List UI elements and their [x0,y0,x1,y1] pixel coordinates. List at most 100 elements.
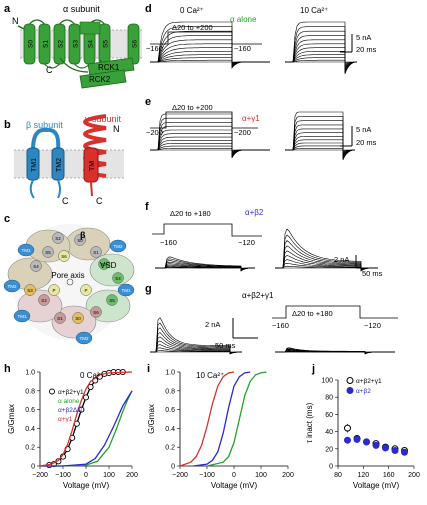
panel-g-traces: α+β2+γ1 Δ20 to +180 −160 −120 2 nA 50 ms [150,291,398,354]
beta-tm1-label: TM1 [31,158,38,172]
e-scale-current: 5 nA [356,125,371,134]
d-scale-current: 5 nA [356,33,371,42]
panel-letter-a: a [4,3,11,15]
j-x-axis-label: Voltage (mV) [353,481,400,490]
j-y-tick-label: 20 [325,446,333,453]
h-y-tick-label: 0.8 [25,388,35,395]
i-y-axis-label: G/Gmax [147,404,156,434]
legend-entry: α+γ1 [58,416,73,423]
panel-letter-b: b [4,119,11,131]
helix-label: S6 [61,254,67,259]
g-scale-current: 2 nA [205,320,220,329]
beta-top-label: β [80,230,86,240]
j-data-point [364,439,370,445]
panel-letter-i: i [147,363,150,375]
helix-label: S1 [57,316,63,321]
j-data-point [345,437,351,443]
legend-entry: α+β2 [356,388,371,395]
panel-letter-j: j [311,363,315,375]
g-hold-post: −120 [364,321,381,330]
j-x-tick-label: 200 [408,472,420,479]
i-y-tick-label: 0.6 [165,407,175,414]
j-x-tick-label: 80 [334,472,342,479]
pore-loop [80,22,100,34]
j-data-point [392,448,398,454]
g-hold-pre: −160 [272,321,289,330]
d-condition-left: 0 Ca²⁺ [180,6,204,15]
legend-entry: α+β2+γ1 [356,378,382,385]
top-view-diagram: TM1TM2TM1TM2TM1TM2S0S1S2S3S4S5S6S0S1S2S3… [4,224,134,344]
i-x-tick-label: −100 [199,472,215,479]
helix-label: S2 [55,236,61,241]
helix-label: S5 [45,250,51,255]
legend-marker [50,389,55,394]
i-y-tick-label: 0 [171,464,175,471]
j-y-tick-label: 40 [325,429,333,436]
panel-f-traces: Δ20 to +180 α+β2 −160 −120 2 nA 50 ms [152,208,383,278]
current-trace [150,137,270,154]
f-scale-time: 50 ms [362,269,383,278]
helix-label: P [52,288,55,293]
j-x-tick-label: 160 [383,472,395,479]
segment-label: S5 [103,40,110,48]
j-y-axis-label: τ inact (ms) [305,402,314,443]
h-y-axis-label: G/Gmax [7,404,16,434]
j-data-point [345,425,351,431]
e-protocol-label: Δ20 to +200 [172,103,213,112]
legend-marker [347,388,353,394]
legend-entry: α+β2+γ1 [58,389,84,396]
helix-label: S1 [93,250,99,255]
g-construct-label: α+β2+γ1 [242,291,274,300]
panel-e-traces: Δ20 to +200 α+γ1 −200 −200 5 nA 20 ms [146,103,377,160]
i-x-tick-label: 0 [232,472,236,479]
current-trace [285,148,355,151]
i-x-tick-label: −200 [172,472,188,479]
panel-letter-g: g [145,283,152,295]
beta-tm-label: TM1 [22,248,31,253]
i-y-tick-label: 0.2 [165,445,175,452]
g-scale-time: 50 ms [215,341,236,350]
h-condition: 0 Ca²⁺ [80,371,104,380]
current-trace [150,118,270,157]
current-trace [150,122,270,156]
helix-label: S3 [27,288,33,293]
d-condition-right: 10 Ca²⁺ [300,6,328,15]
i-x-tick-label: 100 [255,472,267,479]
e-construct-label: α+γ1 [242,114,260,123]
h-series-line [40,391,132,466]
helix-label: P [84,288,87,293]
i-condition: 10 Ca²⁺ [196,371,224,380]
beta-tm-label: TM2 [114,244,123,249]
i-y-tick-label: 0.8 [165,388,175,395]
j-data-point [354,436,360,442]
panel-d-traces: 0 Ca²⁺ α alone 10 Ca²⁺ Δ20 to +200 −160 … [146,6,377,74]
subunit-cluster [90,254,134,286]
j-y-tick-label: 80 [325,395,333,402]
j-data-point [383,445,389,451]
h-series-line [40,391,132,466]
h-y-tick-label: 0.6 [25,407,35,414]
current-trace [150,143,270,152]
f-hold-pre: −160 [160,238,177,247]
i-series-line [194,372,251,466]
vsd-label: VSD [100,261,117,270]
segment-label: S3 [73,40,80,48]
d-hold-post: −160 [234,44,251,53]
f-hold-post: −120 [238,238,255,247]
g-protocol-label: Δ20 to +180 [292,309,333,318]
d-scale-time: 20 ms [356,45,377,54]
n-terminus-label: N [12,16,19,26]
pore-axis-label: Pore axis [51,271,84,280]
j-data-point [402,449,408,455]
h-y-tick-label: 0 [31,464,35,471]
h-x-tick-label: 200 [126,472,138,479]
h-x-axis-label: Voltage (mV) [63,481,110,490]
segment-label: S6 [132,40,139,48]
panel-letter-d: d [145,3,152,15]
panel-letter-e: e [145,96,151,108]
i-y-tick-label: 0.4 [165,426,175,433]
j-legend: α+β2+γ1 α+β2 [347,378,382,396]
